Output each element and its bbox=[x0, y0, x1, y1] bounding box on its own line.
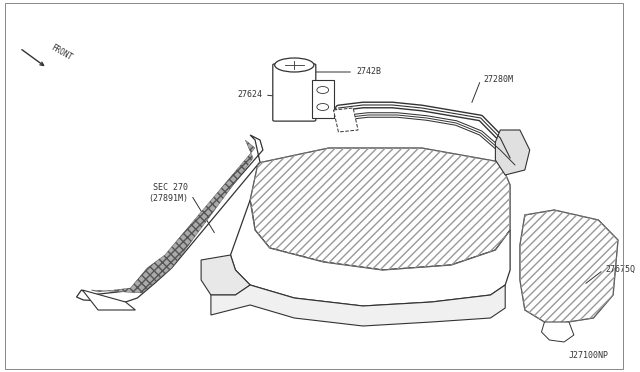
Text: 2742B: 2742B bbox=[356, 67, 381, 76]
Circle shape bbox=[317, 103, 328, 110]
FancyBboxPatch shape bbox=[273, 64, 316, 121]
Polygon shape bbox=[541, 322, 574, 342]
Polygon shape bbox=[230, 200, 510, 306]
Polygon shape bbox=[211, 285, 505, 326]
Text: FRONT: FRONT bbox=[49, 43, 74, 62]
Polygon shape bbox=[201, 255, 250, 295]
Polygon shape bbox=[77, 135, 263, 302]
Polygon shape bbox=[312, 80, 333, 118]
Polygon shape bbox=[495, 130, 530, 175]
Polygon shape bbox=[333, 108, 358, 132]
Text: SEC 270
(27891M): SEC 270 (27891M) bbox=[148, 183, 188, 203]
Polygon shape bbox=[83, 290, 136, 310]
Text: 27675Q: 27675Q bbox=[605, 264, 636, 273]
Ellipse shape bbox=[275, 58, 314, 72]
Text: 27280M: 27280M bbox=[484, 74, 514, 83]
Polygon shape bbox=[250, 148, 510, 270]
Text: J27100NP: J27100NP bbox=[568, 351, 608, 360]
Text: 27624: 27624 bbox=[238, 90, 263, 99]
Circle shape bbox=[317, 87, 328, 93]
Polygon shape bbox=[92, 140, 255, 293]
Polygon shape bbox=[520, 210, 618, 325]
